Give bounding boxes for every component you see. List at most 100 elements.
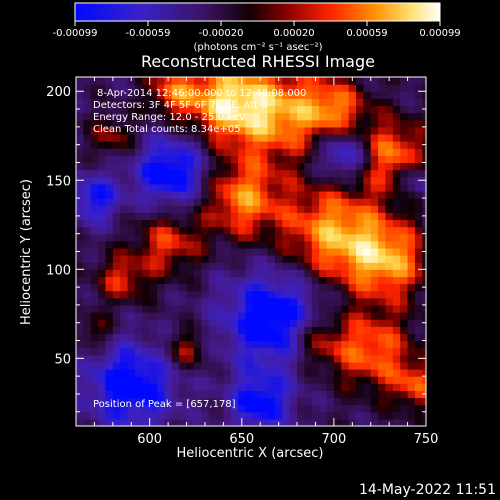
heatmap-cell xyxy=(134,340,143,349)
heatmap-cell xyxy=(289,240,298,249)
heatmap-cell xyxy=(407,340,416,349)
heatmap-cell xyxy=(98,148,107,156)
heatmap-cell xyxy=(142,404,151,413)
heatmap-cell xyxy=(289,198,298,206)
heatmap-cell xyxy=(319,148,328,156)
heatmap-cell xyxy=(245,212,254,221)
heatmap-cell xyxy=(414,205,423,213)
heatmap-cell xyxy=(98,276,107,285)
heatmap-cell xyxy=(164,190,173,199)
heatmap-cell xyxy=(356,397,364,406)
heatmap-cell xyxy=(297,361,306,370)
heatmap-cell xyxy=(363,397,372,406)
heatmap-cell xyxy=(407,198,416,206)
heatmap-cell xyxy=(274,369,283,377)
heatmap-cell xyxy=(282,247,291,256)
heatmap-cell xyxy=(230,340,239,349)
heatmap-cell xyxy=(142,247,151,256)
heatmap-cell xyxy=(98,98,107,107)
heatmap-cell xyxy=(267,418,276,427)
heatmap-cell xyxy=(348,283,357,292)
heatmap-cell xyxy=(201,198,210,206)
heatmap-cell xyxy=(149,262,158,270)
heatmap-cell xyxy=(356,390,364,399)
heatmap-cell xyxy=(238,155,247,164)
heatmap-cell xyxy=(407,319,416,327)
heatmap-cell xyxy=(392,119,401,128)
heatmap-cell xyxy=(282,376,291,384)
heatmap-cell xyxy=(319,269,328,278)
heatmap-cell xyxy=(134,91,143,99)
heatmap-cell xyxy=(267,247,276,256)
heatmap-cell xyxy=(223,397,232,406)
heatmap-cell xyxy=(260,247,269,256)
heatmap-cell xyxy=(238,255,247,263)
y-tick-label: 150 xyxy=(46,174,71,189)
heatmap-cell xyxy=(186,233,195,242)
heatmap-cell xyxy=(105,148,114,156)
heatmap-cell xyxy=(98,376,107,384)
heatmap-cell xyxy=(157,233,166,242)
heatmap-cell xyxy=(230,262,239,270)
heatmap-cell xyxy=(230,176,239,185)
heatmap-cell xyxy=(304,347,313,356)
heatmap-cell xyxy=(392,169,401,178)
heatmap-cell xyxy=(171,411,180,420)
heatmap-cell xyxy=(297,397,306,406)
heatmap-cell xyxy=(245,141,254,149)
heatmap-cell xyxy=(171,176,180,185)
heatmap-cell xyxy=(245,219,254,228)
heatmap-cell xyxy=(356,183,364,192)
heatmap-cell xyxy=(120,226,129,235)
heatmap-cell xyxy=(274,326,283,335)
heatmap-cell xyxy=(311,219,320,228)
heatmap-cell xyxy=(245,119,254,128)
heatmap-cell xyxy=(83,91,92,99)
heatmap-cell xyxy=(127,276,136,285)
heatmap-cell xyxy=(378,333,387,342)
heatmap-cell xyxy=(245,77,254,85)
heatmap-cell xyxy=(201,269,210,278)
heatmap-cell xyxy=(414,162,423,171)
heatmap-cell xyxy=(319,105,328,114)
heatmap-cell xyxy=(230,319,239,327)
info-peak: Position of Peak = [657,178] xyxy=(93,399,236,410)
heatmap-cell xyxy=(193,119,202,128)
heatmap-cell xyxy=(311,133,320,142)
heatmap-cell xyxy=(142,290,151,299)
heatmap-cell xyxy=(193,91,202,99)
heatmap-cell xyxy=(326,255,335,263)
heatmap-cell xyxy=(392,141,401,149)
heatmap-cell xyxy=(400,105,409,114)
heatmap-cell xyxy=(274,198,283,206)
heatmap-cell xyxy=(260,169,269,178)
heatmap-cell xyxy=(252,247,261,256)
heatmap-cell xyxy=(289,233,298,242)
heatmap-cell xyxy=(238,369,247,377)
heatmap-cell xyxy=(333,411,342,420)
heatmap-cell xyxy=(164,240,173,249)
heatmap-cell xyxy=(208,205,217,213)
heatmap-cell xyxy=(407,169,416,178)
heatmap-cell xyxy=(149,369,158,377)
heatmap-cell xyxy=(193,112,202,121)
heatmap-cell xyxy=(201,112,210,121)
heatmap-cell xyxy=(164,112,173,121)
heatmap-cell xyxy=(319,119,328,128)
heatmap-cell xyxy=(289,112,298,121)
heatmap-cell xyxy=(201,169,210,178)
heatmap-cell xyxy=(267,304,276,313)
heatmap-cell xyxy=(267,148,276,156)
heatmap-cell xyxy=(289,354,298,363)
heatmap-cell xyxy=(414,98,423,107)
heatmap-cell xyxy=(414,397,423,406)
heatmap-cell xyxy=(98,205,107,213)
heatmap-cell xyxy=(201,141,210,149)
heatmap-cell xyxy=(311,183,320,192)
heatmap-cell xyxy=(319,98,328,107)
heatmap-cell xyxy=(223,304,232,313)
heatmap-cell xyxy=(230,269,239,278)
heatmap-cell xyxy=(282,119,291,128)
heatmap-cell xyxy=(356,190,364,199)
heatmap-cell xyxy=(326,333,335,342)
